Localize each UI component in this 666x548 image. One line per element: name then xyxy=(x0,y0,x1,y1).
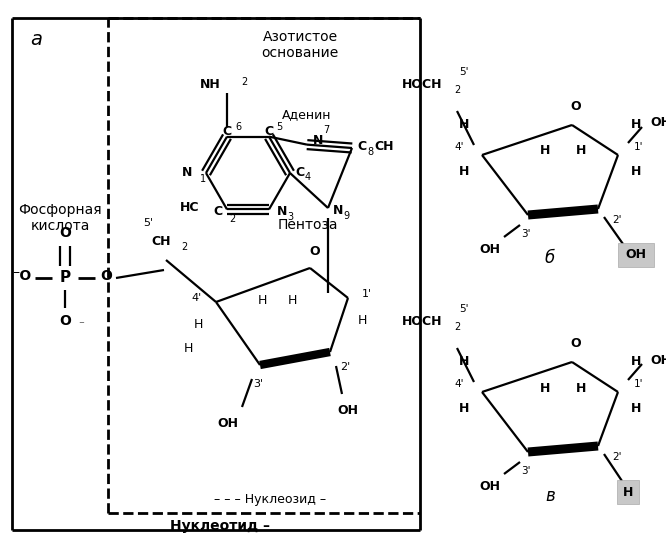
Text: – – – Нуклеозид –: – – – Нуклеозид – xyxy=(214,494,326,506)
Text: C: C xyxy=(295,167,304,180)
Text: H: H xyxy=(257,294,266,306)
Text: 1': 1' xyxy=(634,379,643,389)
Text: а: а xyxy=(30,30,42,49)
Text: 5: 5 xyxy=(276,122,282,132)
Text: H: H xyxy=(183,342,192,355)
Text: O: O xyxy=(571,337,581,350)
Text: O: O xyxy=(59,226,71,240)
Text: 5': 5' xyxy=(459,304,468,314)
Text: H: H xyxy=(539,145,550,157)
Text: 2: 2 xyxy=(241,77,247,87)
Text: в: в xyxy=(545,487,555,505)
Text: 8: 8 xyxy=(367,147,373,157)
Text: OH: OH xyxy=(218,417,238,430)
Text: 3': 3' xyxy=(521,229,531,239)
Text: OH: OH xyxy=(650,117,666,129)
Text: 2: 2 xyxy=(181,242,187,252)
Text: 3: 3 xyxy=(287,213,293,222)
Text: H: H xyxy=(576,381,586,395)
Text: 7: 7 xyxy=(323,124,329,135)
Text: H: H xyxy=(623,486,633,499)
Text: 2': 2' xyxy=(612,215,621,225)
Text: C: C xyxy=(357,140,366,152)
Text: Нуклеотид –: Нуклеотид – xyxy=(170,519,270,533)
Text: 5': 5' xyxy=(459,67,468,77)
Text: H: H xyxy=(631,118,641,131)
Text: O: O xyxy=(571,100,581,113)
Text: 1: 1 xyxy=(200,174,206,184)
Text: 4: 4 xyxy=(305,172,311,182)
Text: H: H xyxy=(631,402,641,415)
Text: 2: 2 xyxy=(454,85,460,95)
Text: OH: OH xyxy=(480,243,501,256)
Text: OH: OH xyxy=(650,353,666,367)
Text: 3': 3' xyxy=(253,379,263,389)
Text: C: C xyxy=(214,205,223,218)
FancyBboxPatch shape xyxy=(617,480,639,504)
Text: H: H xyxy=(631,355,641,368)
Text: N: N xyxy=(313,134,324,147)
Text: 5': 5' xyxy=(143,218,153,228)
Text: 3': 3' xyxy=(521,466,531,476)
Text: P: P xyxy=(59,271,71,286)
Text: H: H xyxy=(459,118,469,131)
Text: HOCH: HOCH xyxy=(402,315,442,328)
Text: HOCH: HOCH xyxy=(402,78,442,91)
Text: H: H xyxy=(459,355,469,368)
Text: H: H xyxy=(193,318,202,331)
Text: 2': 2' xyxy=(340,362,350,372)
Text: N: N xyxy=(277,205,287,218)
Text: H: H xyxy=(539,381,550,395)
Text: OH: OH xyxy=(338,404,358,417)
Text: CH: CH xyxy=(151,235,170,248)
Text: 9: 9 xyxy=(343,211,349,221)
Text: 6: 6 xyxy=(235,122,241,132)
Text: OH: OH xyxy=(625,248,647,261)
Text: H: H xyxy=(459,165,469,178)
Text: б: б xyxy=(545,249,555,267)
Text: O: O xyxy=(59,314,71,328)
Text: HC: HC xyxy=(180,201,199,214)
Text: 1': 1' xyxy=(362,289,372,299)
Text: H: H xyxy=(358,314,367,327)
Text: OH: OH xyxy=(480,480,501,493)
Text: CH: CH xyxy=(374,140,394,152)
Text: 4': 4' xyxy=(192,293,202,303)
Text: 2: 2 xyxy=(454,322,460,332)
Text: 4': 4' xyxy=(454,142,464,152)
Text: Азотистое
основание: Азотистое основание xyxy=(261,30,338,60)
FancyBboxPatch shape xyxy=(618,243,654,267)
Text: 1': 1' xyxy=(634,142,643,152)
Text: N: N xyxy=(182,167,192,180)
Text: Фосфорная
кислота: Фосфорная кислота xyxy=(18,203,102,233)
Text: H: H xyxy=(459,402,469,415)
Text: H: H xyxy=(576,145,586,157)
Text: 4': 4' xyxy=(454,379,464,389)
Text: H: H xyxy=(631,165,641,178)
Text: O: O xyxy=(100,269,112,283)
Text: O: O xyxy=(310,245,320,258)
Text: N: N xyxy=(333,203,344,216)
Text: C: C xyxy=(222,125,232,138)
Text: 2': 2' xyxy=(612,452,621,462)
Text: Пентоза: Пентоза xyxy=(278,218,338,232)
Text: H: H xyxy=(287,294,296,306)
Text: C: C xyxy=(264,125,274,138)
Text: 2: 2 xyxy=(229,214,235,224)
Text: ⁻O: ⁻O xyxy=(13,269,31,283)
Text: ⁻: ⁻ xyxy=(78,320,84,330)
Text: NH: NH xyxy=(200,78,221,91)
Text: Аденин: Аденин xyxy=(282,108,332,121)
